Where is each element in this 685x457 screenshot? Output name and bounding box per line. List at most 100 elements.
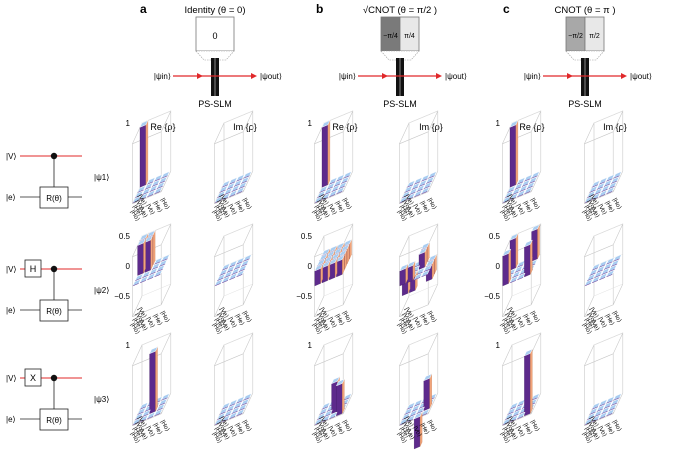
panel-a-header: a Identity (θ = 0) 0 |ψin⟩ |ψout⟩ PS-SLM: [140, 2, 282, 109]
bar-edge: [599, 264, 606, 268]
bar-top: [531, 224, 541, 232]
e-state-label: |e⟩: [6, 193, 16, 202]
bar-edge: [512, 191, 519, 195]
bar-edge: [589, 189, 596, 193]
bar-side: [508, 249, 511, 284]
row-basis-label: |Vo⟩: [216, 420, 228, 433]
slm-phase-left: −π/2: [568, 33, 583, 40]
box-back-edges: [223, 332, 254, 405]
bar-edge: [236, 400, 243, 404]
bar-edge: [343, 175, 350, 179]
bar-edge: [599, 194, 606, 198]
col-basis-label: |Vo⟩: [144, 203, 155, 216]
bar-side: [530, 349, 533, 414]
row-basis-label: |Ve⟩: [318, 193, 330, 206]
bar-edge: [149, 271, 156, 275]
bar-edge: [599, 403, 606, 407]
tick-label: 1: [308, 341, 313, 350]
col-basis-label: |He⟩: [522, 313, 534, 327]
bar-edge: [608, 407, 615, 411]
bar-edge: [154, 413, 161, 417]
bar-edge: [231, 410, 238, 414]
col-basis-label: |Ho⟩: [611, 310, 623, 324]
row-basis-label: |Vo⟩: [216, 311, 228, 324]
col-basis-label: |Ve⟩: [589, 319, 600, 332]
bar-edge: [414, 181, 421, 185]
bar-edge: [399, 422, 406, 426]
bar-edge: [599, 416, 606, 420]
bar-edge: [341, 180, 348, 184]
bar-edge: [144, 186, 151, 190]
bar-edge: [529, 180, 536, 184]
bar-edge: [326, 186, 333, 190]
bar-top: [316, 258, 326, 267]
beam-arrow: [197, 73, 203, 79]
bar-edge: [243, 175, 250, 179]
bar-edge: [137, 189, 144, 193]
slm-projector: [565, 50, 605, 61]
bar-edge: [221, 267, 229, 271]
box-floor-edges: [314, 170, 354, 205]
bar-edge: [514, 269, 521, 273]
bar-edge: [161, 258, 168, 262]
bar-edge: [601, 271, 608, 275]
col-basis-label: |Vo⟩: [514, 316, 525, 329]
col-basis-label: |Vo⟩: [411, 316, 422, 329]
row-basis-label: |Vo⟩: [316, 420, 328, 433]
bar-top: [331, 376, 341, 385]
rotation-gate-label: R(θ): [46, 416, 62, 425]
row-basis-label: |Ve⟩: [318, 415, 330, 428]
bar-edge: [596, 408, 603, 412]
bar-edge: [524, 178, 531, 182]
bar-edge: [231, 188, 238, 192]
plot-a1-im: |Ve⟩|Ve⟩|Vo⟩ |Vo⟩|He⟩ |He⟩|Ho⟩|Ho⟩: [211, 110, 254, 223]
bar-edge: [421, 274, 428, 278]
pre-gate-label: H: [30, 264, 37, 274]
bar-edge: [591, 406, 599, 410]
col-basis-label: |He⟩: [334, 422, 346, 436]
col-basis-label: |Ho⟩: [529, 197, 541, 211]
bar-front: [509, 124, 517, 188]
psi-out-label: |ψout⟩: [445, 72, 467, 81]
bar-edge: [214, 200, 221, 204]
bar-top: [509, 120, 519, 128]
bar-edge: [241, 263, 248, 267]
bar-edge: [587, 194, 594, 198]
beam-arrow: [436, 73, 442, 79]
row-basis-label: |Vo⟩: [401, 311, 413, 324]
col-basis-label: |Vo⟩: [226, 425, 237, 438]
box-front-top: [214, 131, 244, 145]
box-front-top: [584, 244, 614, 258]
tick-label: −0.5: [296, 292, 312, 301]
bar-edge: [229, 403, 236, 407]
box-front-top: [214, 244, 244, 258]
col-basis-label: |Ho⟩: [341, 197, 353, 211]
box-left-edges: [214, 122, 225, 204]
tick-label: −0.5: [484, 292, 500, 301]
bar-edge: [606, 274, 613, 278]
bar-edge: [224, 274, 231, 278]
col-basis-label: |Vo⟩: [411, 425, 422, 438]
psi-in-label: |ψin⟩: [339, 72, 356, 81]
pre-gate-box: [24, 368, 42, 387]
bar-edge: [236, 178, 243, 182]
row-basis-label: |Ve⟩: [218, 306, 230, 319]
col-basis-label: |Ve⟩: [319, 319, 330, 332]
bar-front: [406, 265, 414, 284]
col-basis-label: |Ve⟩: [219, 319, 230, 332]
bar-edge: [241, 180, 248, 184]
col-basis-label: |Ho⟩: [159, 419, 171, 433]
bar-top: [420, 242, 430, 250]
bar-edge: [233, 183, 241, 187]
col-basis-label: |Ho⟩: [426, 197, 438, 211]
bar-edge: [331, 188, 338, 192]
bar-edge: [402, 194, 409, 198]
control-dot: [50, 152, 58, 160]
row-basis-label: |Ve⟩: [506, 306, 518, 319]
plot-b3-re: 1|Ve⟩|Ve⟩|Vo⟩ |Vo⟩|He⟩ |He⟩|Ho⟩|Ho⟩: [308, 332, 354, 445]
bar-edge: [217, 194, 224, 198]
bar-edge: [159, 180, 166, 184]
col-basis-label: |Ve⟩: [404, 319, 415, 332]
bar-side: [530, 240, 533, 275]
col-basis-label: |Ve⟩: [319, 206, 330, 219]
